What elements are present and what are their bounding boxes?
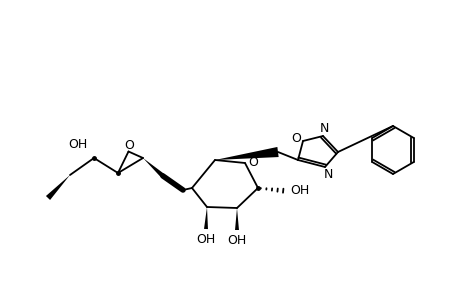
Polygon shape [143,158,164,178]
Polygon shape [204,207,207,229]
Text: OH: OH [196,233,215,247]
Polygon shape [46,175,70,200]
Text: O: O [124,139,134,152]
Polygon shape [214,147,278,160]
Text: N: N [319,122,328,136]
Text: OH: OH [290,184,309,197]
Polygon shape [235,208,239,230]
Text: N: N [323,167,332,181]
Text: O: O [291,133,300,146]
Text: OH: OH [227,235,246,248]
Text: O: O [247,157,257,169]
Text: OH: OH [68,139,87,152]
